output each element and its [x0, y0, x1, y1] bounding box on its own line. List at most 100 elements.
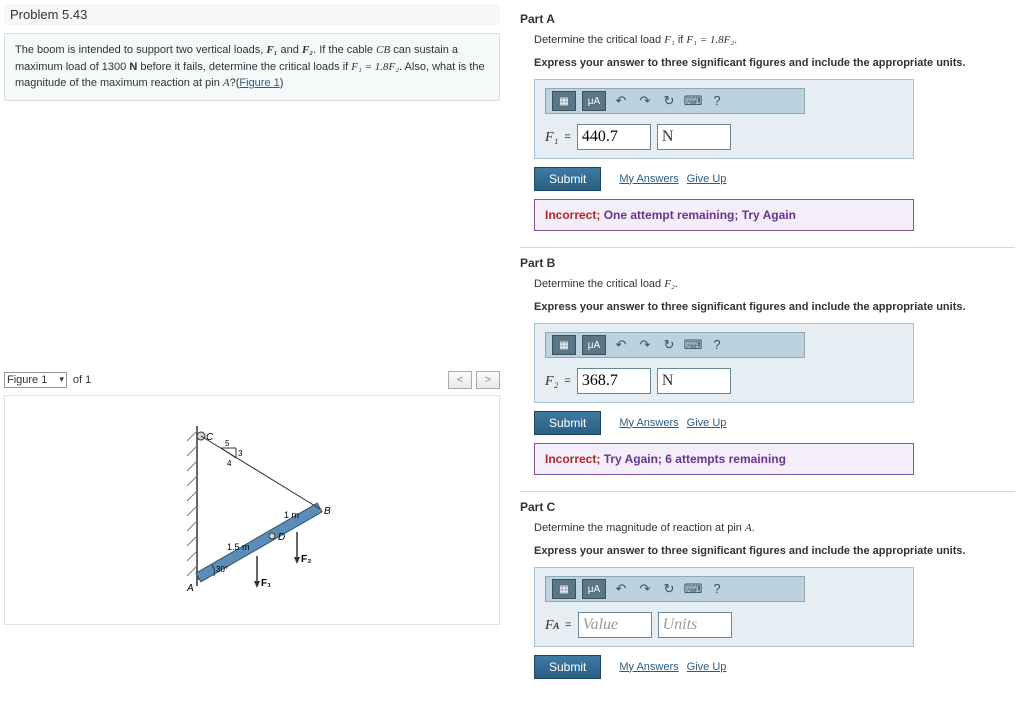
label-a: A	[186, 583, 194, 594]
part-b-give-up-link[interactable]: Give Up	[687, 417, 727, 429]
part-b-answer-box: ▦ μA ↶ ↷ ↻ ⌨ ? F₂ =	[534, 323, 914, 403]
figure-selector[interactable]: Figure 1▾	[4, 372, 67, 388]
part-c-question: Determine the magnitude of reaction at p…	[534, 520, 1010, 537]
keyboard-icon[interactable]: ⌨	[684, 580, 702, 598]
part-a-var: F₁	[545, 127, 558, 148]
part-a-units-input[interactable]	[657, 124, 731, 150]
redo-icon[interactable]: ↷	[636, 92, 654, 110]
undo-icon[interactable]: ↶	[612, 92, 630, 110]
part-c-units-input[interactable]: Units	[658, 612, 732, 638]
txt: .	[734, 34, 737, 46]
reset-icon[interactable]: ↻	[660, 336, 678, 354]
part-a-submit-button[interactable]: Submit	[534, 167, 601, 191]
part-a-my-answers-link[interactable]: My Answers	[619, 173, 678, 185]
part-b-var: F₂	[545, 371, 558, 392]
part-b-units-input[interactable]	[657, 368, 731, 394]
dim-1-5m: 1.5 m	[227, 542, 250, 552]
dim-1m: 1 m	[284, 510, 299, 520]
separator	[520, 247, 1015, 248]
template-icon[interactable]: ▦	[552, 335, 576, 355]
part-a-give-up-link[interactable]: Give Up	[687, 173, 727, 185]
fb-incorrect: Incorrect;	[545, 452, 604, 466]
part-c-value-input[interactable]: Value	[578, 612, 652, 638]
txt: before it fails, determine the critical …	[137, 61, 351, 73]
redo-icon[interactable]: ↷	[636, 580, 654, 598]
help-icon[interactable]: ?	[708, 92, 726, 110]
part-a-title: Part A	[520, 12, 1010, 26]
var-f2: F₂	[302, 44, 313, 56]
answer-toolbar: ▦ μA ↶ ↷ ↻ ⌨ ?	[545, 332, 805, 358]
part-a-instruct: Express your answer to three significant…	[534, 55, 1010, 72]
txt: .	[675, 278, 678, 290]
part-c-var: Fᴀ	[545, 615, 559, 636]
fb-incorrect: Incorrect;	[545, 208, 604, 222]
figure-next-button[interactable]: >	[476, 371, 500, 389]
txt: if	[675, 34, 687, 46]
figure-prev-button[interactable]: <	[448, 371, 472, 389]
fb-rest: 6 attempts remaining	[665, 452, 786, 466]
mu-icon[interactable]: μA	[582, 579, 606, 599]
var: A	[745, 522, 752, 534]
var-f1: F₁	[266, 44, 277, 56]
template-icon[interactable]: ▦	[552, 91, 576, 111]
equals: =	[565, 617, 571, 634]
part-c-instruct: Express your answer to three significant…	[534, 543, 1010, 560]
equals: =	[564, 129, 570, 146]
chevron-down-icon: ▾	[59, 374, 64, 385]
template-icon[interactable]: ▦	[552, 579, 576, 599]
figure-count: of 1	[73, 374, 91, 386]
part-c-my-answers-link[interactable]: My Answers	[619, 661, 678, 673]
txt: .	[752, 522, 755, 534]
var-a: A	[223, 77, 230, 89]
part-a-answer-box: ▦ μA ↶ ↷ ↻ ⌨ ? F₁ =	[534, 79, 914, 159]
part-b-instruct: Express your answer to three significant…	[534, 299, 1010, 316]
answer-toolbar: ▦ μA ↶ ↷ ↻ ⌨ ?	[545, 576, 805, 602]
reset-icon[interactable]: ↻	[660, 92, 678, 110]
help-icon[interactable]: ?	[708, 580, 726, 598]
part-a-feedback: Incorrect; One attempt remaining; Try Ag…	[534, 199, 914, 231]
txt: and	[277, 44, 301, 56]
part-b-question: Determine the critical load F₂.	[534, 276, 1010, 293]
var: F₂	[664, 278, 675, 290]
label-3: 3	[238, 449, 243, 458]
txt: . If the cable	[313, 44, 376, 56]
help-icon[interactable]: ?	[708, 336, 726, 354]
mu-icon[interactable]: μA	[582, 335, 606, 355]
txt: Determine the critical load	[534, 34, 664, 46]
figure-link[interactable]: Figure 1	[239, 77, 279, 89]
figure-area: Figure 1▾ of 1 < > C	[4, 371, 500, 625]
part-c-give-up-link[interactable]: Give Up	[687, 661, 727, 673]
keyboard-icon[interactable]: ⌨	[684, 336, 702, 354]
redo-icon[interactable]: ↷	[636, 336, 654, 354]
eq: F₁ = 1.8F₂	[351, 61, 399, 73]
fb-try: Try Again;	[604, 452, 666, 466]
txt: Determine the magnitude of reaction at p…	[534, 522, 745, 534]
fb-try: Try Again	[742, 208, 796, 222]
equals: =	[564, 373, 570, 390]
part-b-my-answers-link[interactable]: My Answers	[619, 417, 678, 429]
label-d: D	[278, 532, 285, 543]
var-cb: CB	[376, 44, 390, 56]
part-a-value-input[interactable]	[577, 124, 651, 150]
part-b-title: Part B	[520, 256, 1010, 270]
part-b-value-input[interactable]	[577, 368, 651, 394]
label-5: 5	[225, 439, 230, 448]
txt: )	[280, 77, 284, 89]
reset-icon[interactable]: ↻	[660, 580, 678, 598]
problem-statement: The boom is intended to support two vert…	[4, 33, 500, 101]
undo-icon[interactable]: ↶	[612, 580, 630, 598]
part-b-submit-button[interactable]: Submit	[534, 411, 601, 435]
eq: F₁ = 1.8F₂	[686, 34, 734, 46]
var: F₁	[664, 34, 675, 46]
label-f2: F₂	[301, 554, 312, 565]
undo-icon[interactable]: ↶	[612, 336, 630, 354]
fb-rest: One attempt remaining;	[604, 208, 742, 222]
part-c-title: Part C	[520, 500, 1010, 514]
label-b: B	[324, 506, 331, 517]
part-c-submit-button[interactable]: Submit	[534, 655, 601, 679]
label-4: 4	[227, 459, 232, 468]
mu-icon[interactable]: μA	[582, 91, 606, 111]
problem-title: Problem 5.43	[4, 4, 500, 25]
keyboard-icon[interactable]: ⌨	[684, 92, 702, 110]
label-ang: 30°	[216, 565, 228, 574]
